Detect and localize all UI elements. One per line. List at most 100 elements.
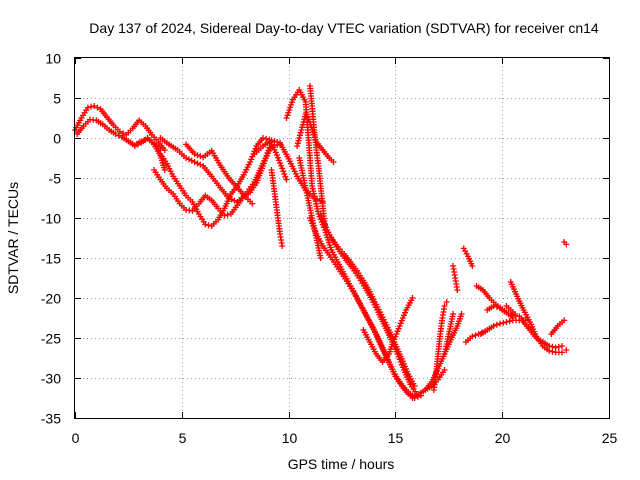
series-arc-23 [460,245,476,269]
grid [75,58,609,418]
data-point [299,121,306,128]
data-point [279,165,286,172]
data-point [84,104,91,111]
data-point [275,157,282,164]
data-point [271,138,278,145]
data-point [248,156,255,163]
series-arc-14 [296,155,324,261]
data-point [91,103,98,109]
series-arc-32 [561,239,570,248]
data-point [183,155,190,161]
data-point [252,145,259,152]
data-point [497,320,504,327]
y-tick-label: 0 [53,131,61,147]
data-point [454,287,461,293]
data-point [392,333,399,340]
data-point [490,303,497,309]
data-point [506,318,513,325]
data-point [247,159,254,165]
series-arc-26 [484,303,516,321]
data-point [549,343,556,350]
y-tick-label: 5 [53,91,61,107]
data-point [500,319,507,326]
data-point [552,344,559,351]
plot-frame [74,57,610,419]
data-point [394,328,401,335]
y-tick-label: -35 [41,411,61,427]
data-point [317,255,324,261]
data-point [398,317,405,324]
x-axis: 0 5 10 15 20 25 [72,58,618,446]
x-tick-label: 0 [72,430,80,446]
data-point [272,149,279,156]
series-arc-17 [360,295,416,365]
y-axis-title: SDTVAR / TECUs [5,182,21,294]
data-point [194,152,201,159]
data-point [221,212,228,219]
x-axis-title: GPS time / hours [288,456,395,472]
data-point [396,323,403,329]
y-tick-label: -25 [41,331,61,347]
data-point [273,152,280,159]
series-arc-16 [294,111,337,165]
x-tick-label: 5 [179,430,187,446]
series-arc-7 [183,141,256,207]
data-point [188,157,195,164]
data-point [197,161,204,168]
data-point [395,325,402,332]
series-arc-31 [548,317,568,337]
data-point [322,224,329,231]
data-point [296,132,303,139]
data-point [88,103,95,110]
data-point [397,320,404,327]
data-point [400,312,407,319]
data-point [263,135,270,142]
y-tick-label: -15 [41,251,61,267]
data-point [278,162,285,169]
y-tick-label: 10 [45,51,61,67]
y-tick-label: -10 [41,211,61,227]
data-point [563,241,570,248]
data-point [231,197,238,204]
data-point [493,303,500,310]
data-point [399,315,406,321]
x-tick-label: 10 [282,430,298,446]
series-arc-9 [268,167,286,249]
data-point [280,168,287,175]
data-point [443,299,450,305]
data-point [225,195,232,201]
data-point [393,331,400,337]
x-tick-label: 20 [495,430,511,446]
series-arc-10 [283,87,425,401]
data-point [520,317,527,324]
data-point [546,343,553,349]
data-point [194,160,201,167]
data-point [475,331,482,337]
series-arc-21 [441,311,457,357]
data-point [299,124,306,131]
data-point [205,222,212,229]
data-point [559,343,566,349]
data-point [472,332,479,339]
series-arc-30 [503,303,527,324]
data-point [409,295,416,301]
data-point [390,339,397,345]
data-point [202,221,209,228]
data-point [116,128,123,135]
y-tick-label: -5 [49,171,62,187]
series-arc-11 [306,215,416,399]
data-point [296,135,303,141]
series-arc-4 [157,135,290,229]
data-point [191,151,198,157]
x-tick-label: 15 [388,430,404,446]
x-tick-label: 25 [602,430,618,446]
y-tick-label: -30 [41,371,61,387]
data-point [112,131,119,137]
data-point [115,132,122,139]
data-point [294,140,301,147]
data-points [72,83,570,401]
y-tick-label: -20 [41,291,61,307]
data-point [330,159,337,165]
data-point [295,137,302,144]
